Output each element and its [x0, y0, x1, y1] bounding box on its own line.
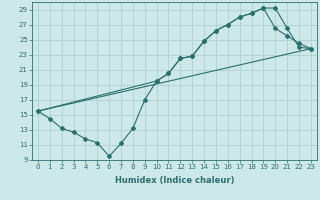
X-axis label: Humidex (Indice chaleur): Humidex (Indice chaleur)	[115, 176, 234, 185]
